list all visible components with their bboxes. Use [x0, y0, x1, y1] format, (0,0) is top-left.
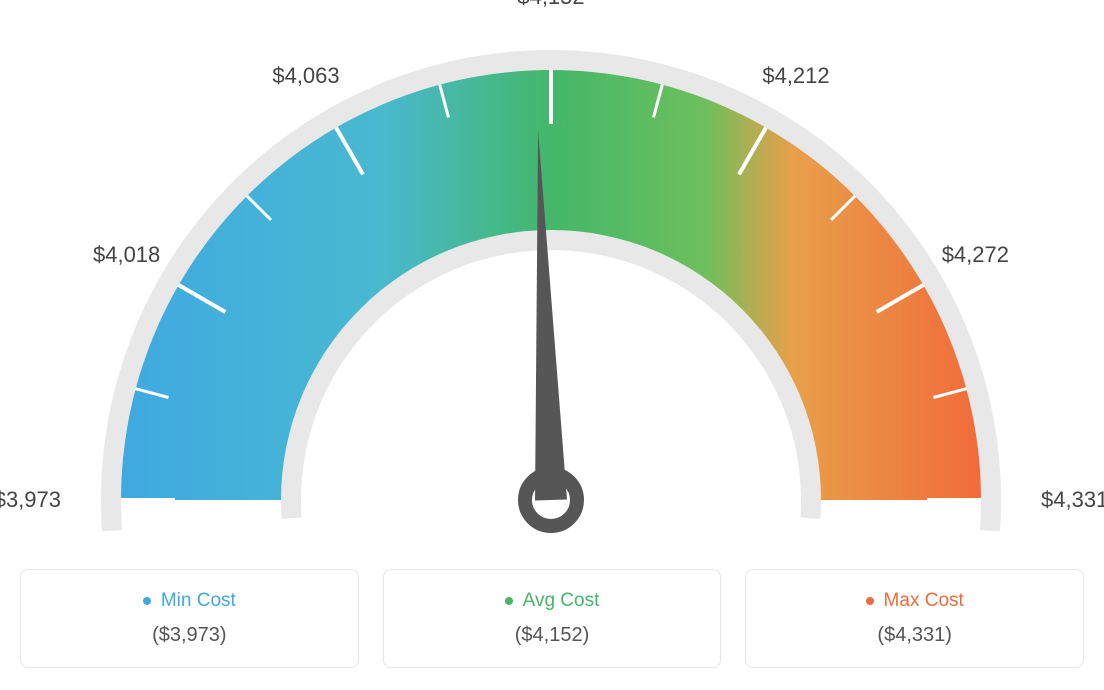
cost-gauge: $3,973$4,018$4,063$4,152$4,212$4,272$4,3…	[0, 0, 1100, 560]
min-cost-label: Min Cost	[143, 590, 236, 612]
gauge-tick-label: $4,063	[272, 63, 339, 89]
avg-cost-label: Avg Cost	[505, 590, 600, 612]
gauge-svg	[0, 0, 1100, 560]
gauge-tick-label: $3,973	[0, 487, 61, 513]
avg-cost-card: Avg Cost ($4,152)	[383, 569, 722, 668]
gauge-tick-label: $4,331	[1041, 487, 1104, 513]
min-cost-card: Min Cost ($3,973)	[20, 569, 359, 668]
max-cost-card: Max Cost ($4,331)	[745, 569, 1084, 668]
gauge-tick-label: $4,018	[93, 242, 160, 268]
avg-cost-value: ($4,152)	[402, 624, 703, 647]
gauge-tick-label: $4,152	[517, 0, 584, 10]
summary-cards: Min Cost ($3,973) Avg Cost ($4,152) Max …	[0, 569, 1104, 668]
max-cost-label: Max Cost	[866, 590, 964, 612]
max-cost-value: ($4,331)	[764, 624, 1065, 647]
min-cost-value: ($3,973)	[39, 624, 340, 647]
gauge-tick-label: $4,212	[762, 63, 829, 89]
gauge-tick-label: $4,272	[942, 242, 1009, 268]
